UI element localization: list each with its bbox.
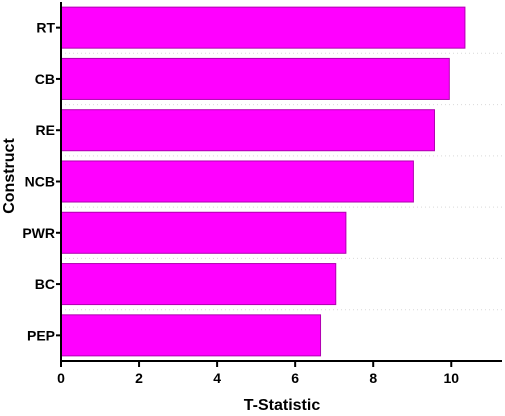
y-tick-label-rt: RT bbox=[36, 20, 55, 36]
y-tick-label-pep: PEP bbox=[27, 327, 55, 343]
bar-cb bbox=[60, 57, 450, 100]
y-tick-label-cb: CB bbox=[35, 71, 55, 87]
x-tick-label: 2 bbox=[135, 370, 143, 386]
x-tick-label: 8 bbox=[369, 370, 377, 386]
x-axis-title: T-Statistic bbox=[244, 397, 321, 414]
x-tick-label: 6 bbox=[291, 370, 299, 386]
bar-re bbox=[60, 109, 435, 152]
bar-pep bbox=[60, 314, 322, 357]
x-tick-label: 10 bbox=[443, 370, 459, 386]
bar-rt bbox=[60, 6, 466, 49]
y-axis-title: Construct bbox=[1, 138, 18, 214]
bar-bc bbox=[60, 263, 337, 306]
bar-pwr bbox=[60, 211, 347, 254]
bars bbox=[60, 6, 466, 357]
x-tick-label: 0 bbox=[57, 370, 65, 386]
y-tick-label-pwr: PWR bbox=[22, 225, 55, 241]
gridlines bbox=[61, 52, 502, 311]
y-tick-label-re: RE bbox=[36, 122, 55, 138]
y-tick-label-ncb: NCB bbox=[25, 174, 55, 190]
ticks: RT CB RE NCB PWR BC PEP 0 2 4 6 8 10 bbox=[22, 20, 459, 386]
x-tick-label: 4 bbox=[213, 370, 221, 386]
bar-ncb bbox=[60, 160, 414, 203]
y-tick-label-bc: BC bbox=[35, 276, 55, 292]
